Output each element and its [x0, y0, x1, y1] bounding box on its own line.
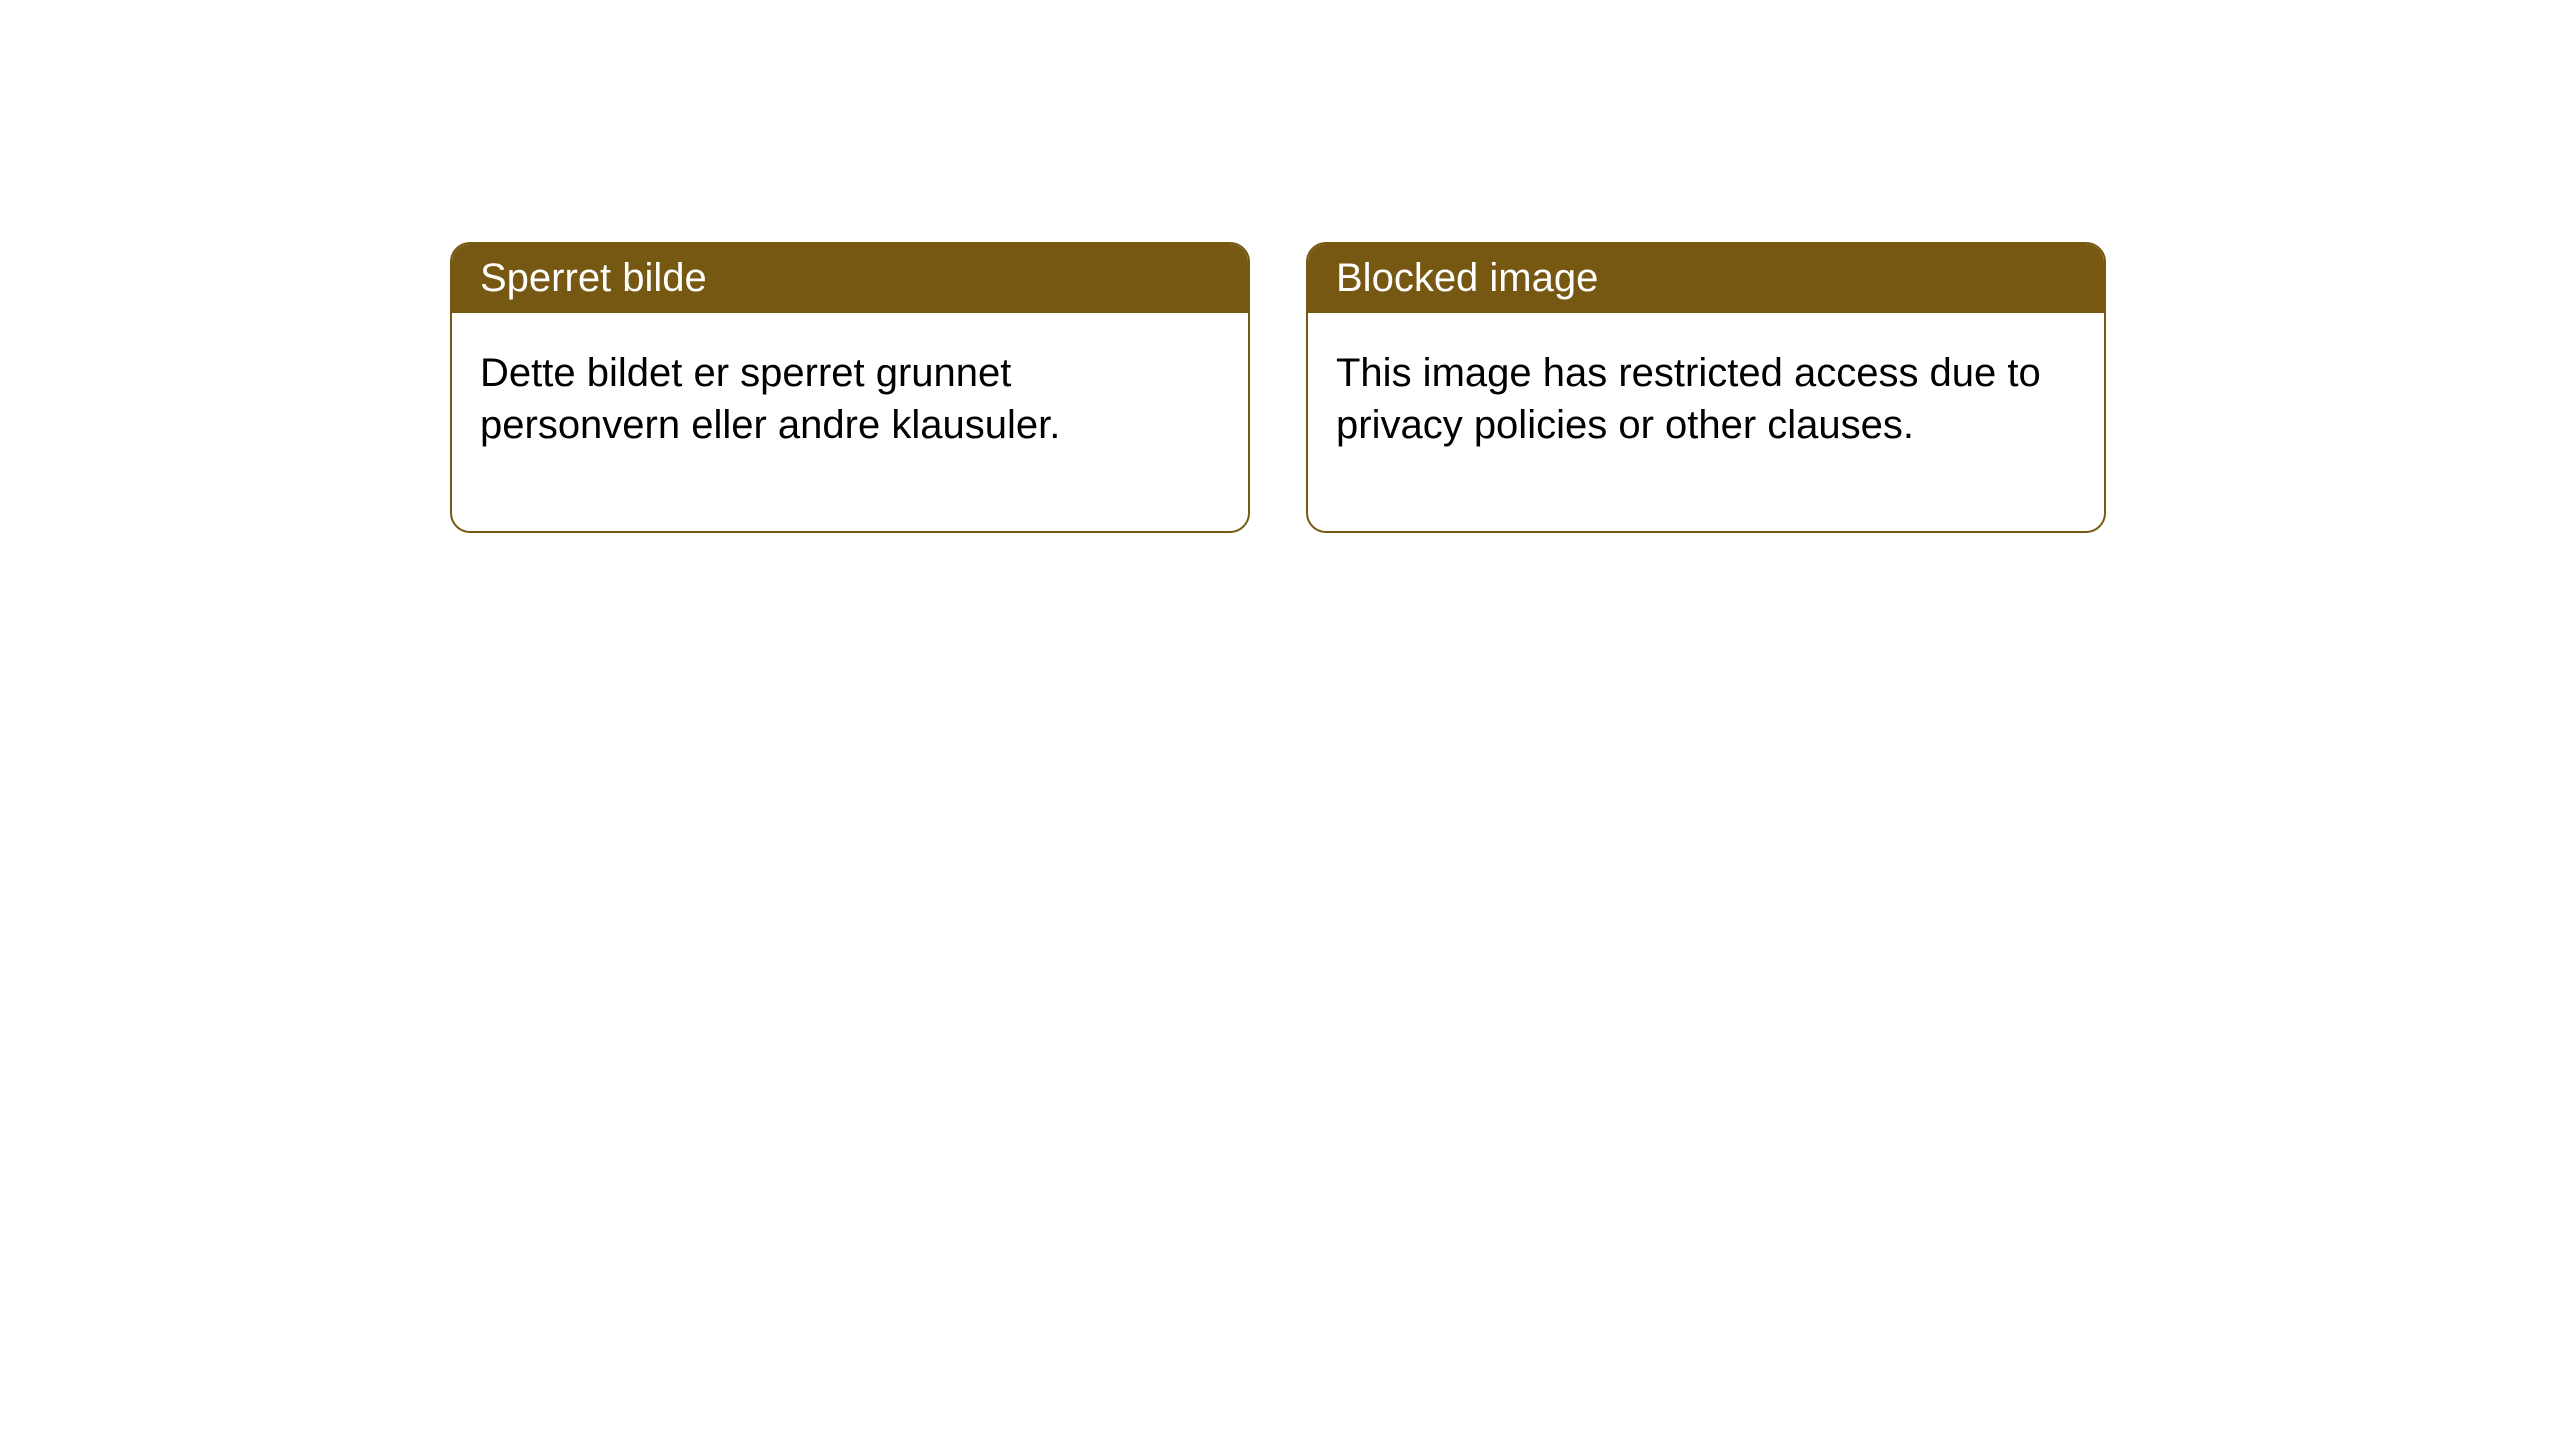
notice-card-english: Blocked image This image has restricted … [1306, 242, 2106, 533]
notice-card-title: Sperret bilde [452, 244, 1248, 313]
notice-card-norwegian: Sperret bilde Dette bildet er sperret gr… [450, 242, 1250, 533]
notice-card-title: Blocked image [1308, 244, 2104, 313]
notice-card-body: Dette bildet er sperret grunnet personve… [452, 313, 1248, 531]
notice-container: Sperret bilde Dette bildet er sperret gr… [0, 0, 2560, 533]
notice-card-body: This image has restricted access due to … [1308, 313, 2104, 531]
